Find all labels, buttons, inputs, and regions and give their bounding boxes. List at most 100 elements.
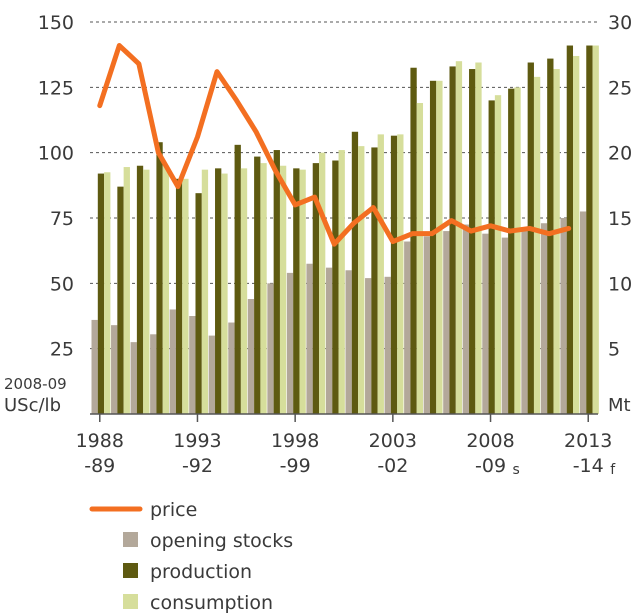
right-tick-label: 20: [608, 143, 632, 165]
right-tick-label: 15: [608, 208, 632, 230]
bar-production: [312, 163, 320, 414]
x-tick-label-year: 1993: [173, 430, 221, 452]
bar-opening-stocks: [482, 233, 489, 414]
left-tick-label: 25: [50, 339, 74, 361]
bar-consumption: [299, 169, 306, 414]
right-axis-unit: Mt: [608, 395, 631, 416]
bar-opening-stocks: [540, 223, 548, 414]
left-tick-label: 50: [50, 273, 74, 295]
bar-production: [351, 131, 359, 414]
bar-production: [332, 160, 339, 414]
x-tick-label-range: -89: [84, 455, 115, 477]
bar-consumption: [494, 95, 502, 415]
right-axis-ticks: 5 10 15 20 25 30: [608, 12, 632, 361]
x-tick-label-year: 2013: [564, 430, 612, 452]
bar-consumption: [221, 173, 228, 414]
bar-opening-stocks: [91, 319, 98, 414]
left-axis-unit-line1: 2008-09: [4, 375, 67, 393]
bar-opening-stocks: [169, 309, 176, 414]
bar-opening-stocks: [560, 218, 567, 414]
right-tick-label: 25: [608, 77, 632, 99]
left-tick-label: 75: [50, 208, 74, 230]
legend-swatch-opening-stocks: [123, 532, 138, 547]
bar-opening-stocks: [423, 236, 430, 414]
line-layer: [97, 43, 572, 247]
x-tick-label-range: -09: [475, 455, 506, 477]
x-tick-label-year: 1998: [271, 430, 319, 452]
bar-layer: [91, 45, 599, 415]
right-tick-label: 10: [608, 273, 632, 295]
bar-production: [254, 156, 261, 414]
bar-opening-stocks: [306, 263, 313, 414]
legend-swatch-production: [123, 563, 138, 578]
left-axis-ticks: 25 50 75 100 125 150: [38, 12, 74, 361]
x-tick-label-suffix: f: [610, 462, 616, 478]
x-tick-label-range: -92: [182, 455, 213, 477]
x-tick-label-suffix: s: [513, 462, 520, 478]
bar-consumption: [514, 87, 521, 414]
bar-opening-stocks: [404, 241, 411, 414]
bar-consumption: [123, 167, 130, 414]
bar-consumption: [240, 168, 248, 414]
bar-production: [97, 173, 105, 414]
legend: price opening stocks production consumption: [89, 499, 293, 614]
bar-production: [449, 66, 456, 415]
bar-opening-stocks: [150, 334, 157, 414]
bar-consumption: [104, 172, 111, 414]
bar-consumption: [377, 134, 384, 414]
x-tick-label-year: 2003: [369, 430, 417, 452]
bar-consumption: [201, 169, 209, 414]
bar-opening-stocks: [521, 227, 528, 414]
bar-consumption: [416, 103, 424, 414]
bar-production: [390, 135, 398, 414]
bar-opening-stocks: [189, 316, 196, 414]
bar-production: [488, 100, 495, 415]
bar-consumption: [533, 76, 541, 414]
bar-production: [117, 186, 124, 414]
bar-opening-stocks: [130, 342, 137, 414]
bar-production: [527, 62, 534, 414]
bar-consumption: [397, 134, 404, 414]
right-tick-label: 5: [608, 339, 620, 361]
axis-layer: [90, 413, 598, 422]
bar-consumption: [162, 165, 170, 414]
bar-opening-stocks: [345, 270, 352, 414]
bar-production: [195, 193, 202, 414]
bar-production: [156, 142, 163, 414]
bar-production: [175, 178, 183, 414]
bar-opening-stocks: [286, 272, 294, 414]
bar-opening-stocks: [462, 224, 470, 414]
bar-opening-stocks: [325, 267, 333, 414]
bar-opening-stocks: [384, 276, 391, 414]
bar-opening-stocks: [228, 322, 235, 414]
bar-opening-stocks: [111, 325, 118, 414]
legend-swatch-consumption: [123, 594, 138, 609]
bar-production: [429, 80, 437, 415]
bar-opening-stocks: [365, 278, 372, 414]
bar-consumption: [592, 45, 599, 415]
left-axis-unit-line2: USc/lb: [4, 395, 61, 416]
bar-consumption: [553, 69, 560, 414]
bar-consumption: [143, 169, 150, 414]
legend-label-opening-stocks: opening stocks: [150, 530, 293, 552]
bar-opening-stocks: [579, 211, 587, 414]
bar-consumption: [436, 80, 443, 415]
bar-consumption: [182, 178, 189, 414]
bar-production: [469, 69, 476, 414]
bar-consumption: [338, 150, 345, 415]
bar-opening-stocks: [208, 335, 216, 414]
left-tick-label: 100: [38, 143, 74, 165]
bar-consumption: [358, 146, 365, 414]
bar-production: [371, 147, 378, 414]
right-tick-label: 30: [608, 12, 632, 34]
bar-opening-stocks: [501, 237, 509, 414]
left-tick-label: 150: [38, 12, 74, 34]
bar-consumption: [573, 55, 580, 414]
x-axis-ticks: 1988 -89 1993 -92 1998 -99 2003 -02 2008 -09 s 2013…: [76, 430, 617, 478]
bar-consumption: [475, 62, 482, 414]
x-tick-label-year: 2008: [466, 430, 514, 452]
bar-production: [234, 144, 241, 414]
bar-consumption: [455, 61, 463, 414]
bar-opening-stocks: [267, 283, 274, 414]
